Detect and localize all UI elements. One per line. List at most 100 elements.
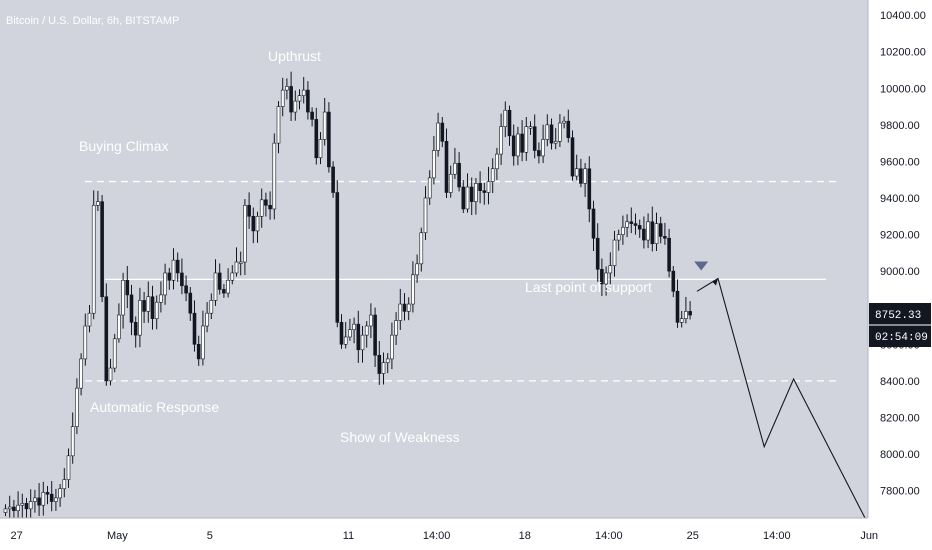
candle-body: [482, 190, 487, 193]
candle-body: [402, 303, 407, 312]
candle-body: [280, 89, 285, 107]
candle-body: [667, 237, 671, 272]
candle-body: [247, 205, 251, 217]
candle-body: [285, 86, 289, 91]
candle-body: [318, 139, 323, 159]
candle-body: [532, 126, 537, 151]
time-tick-label: 14:00: [763, 530, 791, 542]
candle-body: [146, 296, 151, 312]
candle-body: [108, 367, 113, 382]
candle-body: [125, 279, 130, 296]
candle-body: [251, 215, 256, 232]
price-tick-label: 8400.00: [880, 376, 920, 388]
candle-body: [54, 497, 58, 502]
candle-body: [213, 272, 218, 301]
candle-body: [545, 124, 550, 140]
candle-body: [343, 336, 348, 345]
candle-body: [398, 303, 403, 321]
candle-body: [469, 186, 474, 202]
price-tick-label: 9600.00: [880, 156, 920, 168]
candle-body: [646, 221, 650, 241]
candle-body: [314, 119, 319, 159]
candle-body: [28, 501, 33, 510]
candle-body: [142, 300, 146, 312]
candle-body: [159, 294, 163, 303]
candle-body: [196, 343, 201, 360]
candle-body: [507, 109, 512, 137]
candle-body: [675, 290, 680, 323]
candle-body: [243, 205, 247, 263]
candle-body: [293, 100, 298, 113]
candle-body: [306, 89, 310, 113]
candle-body: [558, 122, 562, 142]
candle-body: [104, 296, 109, 382]
candle-body: [339, 322, 344, 345]
price-badge: 8752.33 02:54:09: [869, 303, 931, 347]
candle-body: [549, 124, 554, 144]
candle-body: [138, 300, 142, 336]
candle-body: [45, 492, 50, 495]
current-price-label: 8752.33: [875, 310, 921, 322]
candle-body: [541, 139, 545, 157]
candle-body: [41, 492, 46, 506]
candle-body: [448, 173, 453, 193]
candle-body: [495, 153, 499, 170]
price-tick-label: 9400.00: [880, 193, 920, 205]
annotation-buying-climax: Buying Climax: [79, 138, 168, 154]
time-tick-label: 25: [687, 530, 699, 542]
candle-body: [175, 259, 180, 274]
candle-body: [100, 201, 104, 298]
candle-body: [255, 215, 260, 232]
candle-body: [684, 311, 688, 319]
candle-body: [390, 334, 394, 360]
candle-body: [66, 455, 71, 480]
candle-body: [688, 311, 692, 316]
plot-background: [0, 0, 868, 518]
price-axis[interactable]: [868, 0, 932, 550]
time-tick-label: 5: [207, 530, 213, 542]
price-tick-label: 7800.00: [880, 486, 920, 498]
time-tick-label: 11: [343, 530, 354, 542]
time-tick-label: 14:00: [595, 530, 623, 542]
candle-body: [356, 323, 361, 351]
candle-body: [637, 225, 642, 230]
candle-body: [642, 228, 646, 241]
candle-body: [427, 177, 432, 199]
candle-body: [171, 259, 176, 281]
candle-body: [499, 126, 503, 155]
candle-body: [658, 223, 663, 237]
candle-body: [20, 503, 25, 506]
candle-body: [16, 504, 20, 511]
time-tick-label: 27: [10, 530, 22, 542]
candle-body: [394, 320, 398, 336]
candle-body: [188, 292, 193, 314]
candle-body: [608, 265, 613, 274]
candle-body: [58, 488, 62, 499]
candle-body: [83, 325, 88, 360]
candle-body: [461, 186, 466, 210]
candle-body: [595, 237, 600, 270]
candle-body: [516, 133, 520, 157]
candle-body: [679, 318, 684, 323]
candle-body: [411, 274, 415, 305]
candle-body: [87, 312, 92, 327]
candle-body: [633, 223, 638, 226]
candle-body: [369, 314, 373, 327]
candle-body: [621, 226, 625, 235]
candle-body: [360, 334, 365, 351]
candle-body: [75, 387, 79, 427]
candle-body: [604, 272, 608, 285]
candle-body: [528, 126, 533, 129]
time-tick-label: Jun: [860, 530, 878, 542]
sell-marker: [694, 261, 709, 271]
candle-body: [457, 162, 461, 188]
annotation-show-of-weakness: Show of Weakness: [340, 429, 460, 445]
candle-body: [154, 301, 159, 319]
candle-body: [562, 120, 566, 124]
time-axis[interactable]: [0, 518, 868, 550]
candle-body: [201, 325, 205, 360]
candle-body: [222, 289, 226, 294]
chart-title: Bitcoin / U.S. Dollar, 6h, BITSTAMP: [6, 15, 179, 27]
candle-body: [503, 109, 508, 127]
